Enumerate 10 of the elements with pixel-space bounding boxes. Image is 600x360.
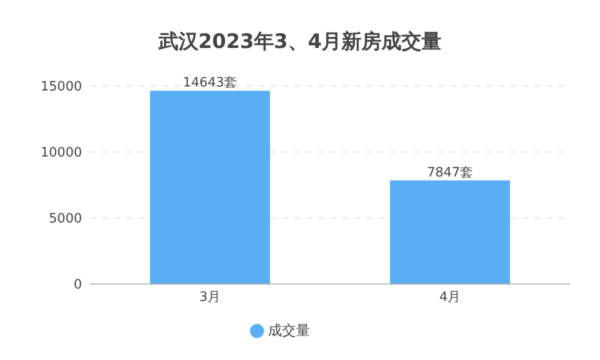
legend-label: 成交量 [268,323,310,339]
data-label: 7847套 [426,165,474,180]
y-tick-label: 0 [74,278,82,293]
x-tick-label: 3月 [199,290,221,306]
y-tick-label: 15000 [40,80,82,95]
x-tick-label: 4月 [439,290,461,306]
y-tick-label: 5000 [48,212,82,227]
y-tick-label: 10000 [40,146,82,161]
data-label: 14643套 [182,76,238,91]
chart-title: 武汉2023年3、4月新房成交量 [157,28,443,55]
